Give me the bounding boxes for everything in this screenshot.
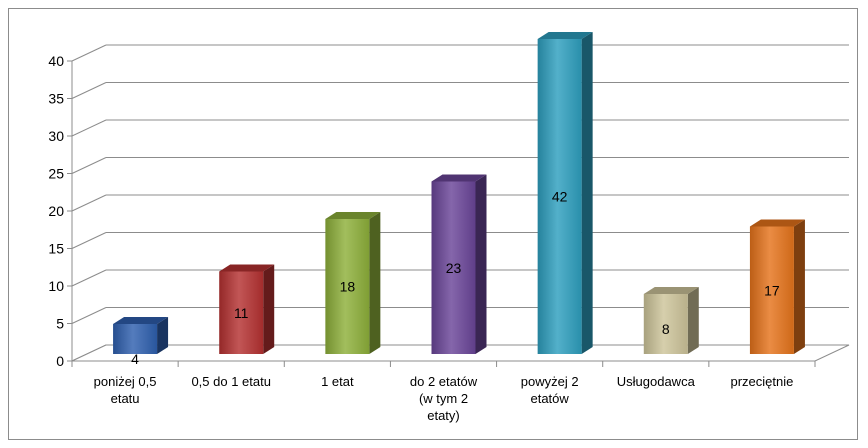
y-tick-label: 10 [48, 278, 64, 294]
gridline-diagonal [71, 44, 107, 62]
category-label-line: do 2 etatów [410, 374, 478, 389]
gridline-diagonal [71, 232, 107, 249]
bar [219, 271, 264, 354]
category-label: poniżej 0,5 etatu [94, 374, 157, 406]
bar-side [687, 287, 699, 354]
bar [749, 226, 794, 354]
gridline-diagonal [71, 157, 107, 174]
category-label-line: 0,5 do 1 etatu [191, 374, 271, 389]
y-tick-label: 40 [48, 53, 64, 69]
category-label: 1 etat [321, 374, 354, 389]
bar [325, 219, 370, 354]
y-tick-label: 20 [48, 203, 64, 219]
bar-side [263, 264, 275, 354]
y-tick-label: 15 [48, 241, 64, 257]
y-tick-label: 25 [48, 166, 64, 182]
bar-side [793, 219, 805, 354]
category-label-line: etatów [530, 391, 569, 406]
category-label-line: etaty) [427, 408, 460, 423]
data-label: 4 [131, 351, 139, 367]
bar [113, 324, 158, 354]
data-label: 23 [446, 260, 462, 276]
bar-top [219, 264, 275, 272]
bar-side [369, 212, 381, 354]
bar-top [431, 174, 487, 182]
bar [431, 181, 476, 354]
category-label-line: przeciętnie [730, 374, 793, 389]
gridline-diagonal [71, 307, 107, 324]
category-label-line: poniżej 0,5 [94, 374, 157, 389]
bar [643, 294, 688, 354]
data-label: 17 [764, 282, 780, 298]
category-label: do 2 etatów (w tym 2 etaty) [410, 374, 478, 423]
category-label-line: 1 etat [321, 374, 354, 389]
data-label: 18 [340, 279, 356, 295]
category-label-line: powyżej 2 [521, 374, 579, 389]
category-label: Usługodawca [617, 374, 696, 389]
data-label: 42 [552, 189, 568, 205]
bar-side [475, 174, 487, 354]
gridline-diagonal [71, 119, 107, 137]
y-tick-label: 30 [48, 128, 64, 144]
gridline-diagonal [71, 194, 107, 212]
bar-top [643, 287, 699, 294]
category-label: 0,5 do 1 etatu [191, 374, 271, 389]
y-tick-label: 35 [48, 91, 64, 107]
category-label: powyżej 2 etatów [521, 374, 579, 406]
category-label-line: Usługodawca [617, 374, 696, 389]
bar-side [581, 32, 593, 354]
category-label-line: (w tym 2 [419, 391, 468, 406]
gridline-diagonal [71, 269, 107, 287]
category-label-line: etatu [111, 391, 140, 406]
bar-top [325, 212, 381, 219]
data-label: 11 [234, 305, 249, 321]
gridline-diagonal [71, 82, 107, 99]
bar-side [157, 317, 169, 354]
bar-top [749, 219, 805, 227]
bar-top [537, 32, 593, 39]
category-label: przeciętnie [730, 374, 793, 389]
bar [537, 39, 582, 354]
y-tick-label: 5 [56, 316, 64, 332]
bar-top [113, 317, 169, 324]
y-tick-label: 0 [56, 353, 64, 369]
data-label: 8 [662, 321, 670, 337]
